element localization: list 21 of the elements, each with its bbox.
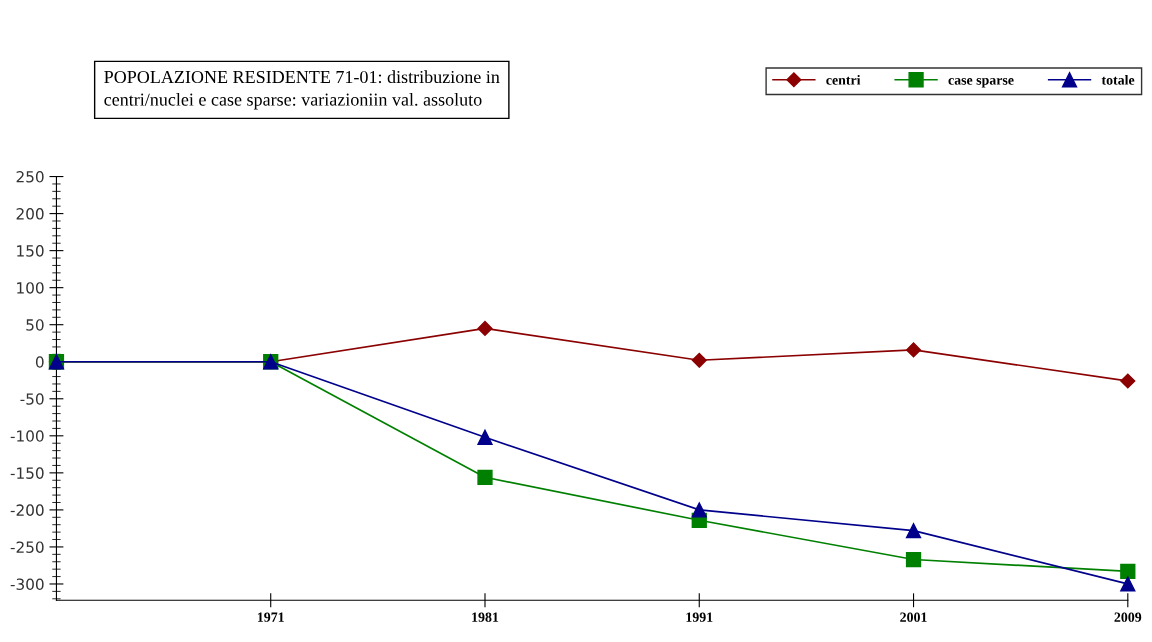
- chart-title: POPOLAZIONE RESIDENTE 71-01: distribuzione in centri/nuclei e case sparse: variaziοniin val. assoluto: [104, 70, 500, 110]
- x-tick-label: 1971: [257, 612, 284, 622]
- legend-label: totale: [1101, 74, 1135, 85]
- y-tick-label: 50: [26, 319, 44, 331]
- y-tick-label: 0: [35, 356, 44, 368]
- y-tick-label: -300: [10, 578, 44, 590]
- x-tick-label: 2001: [900, 612, 927, 622]
- y-tick-label: 200: [16, 208, 44, 220]
- y-tick-label: -150: [10, 467, 44, 479]
- y-tick-label: 150: [17, 245, 44, 257]
- y-tick-label: -250: [10, 541, 44, 553]
- x-tick-label: 1991: [686, 612, 713, 622]
- legend-label: case sparse: [948, 78, 1014, 88]
- y-tick-label: 100: [17, 282, 44, 294]
- x-tick-label: 1981: [472, 612, 499, 622]
- y-tick-label: -200: [10, 504, 44, 516]
- y-tick-label: -100: [10, 430, 44, 442]
- x-tick-label: 2009: [1114, 612, 1142, 622]
- y-tick-label: 250: [16, 171, 44, 183]
- y-tick-label: -50: [20, 393, 44, 405]
- legend-label: centri: [826, 74, 861, 85]
